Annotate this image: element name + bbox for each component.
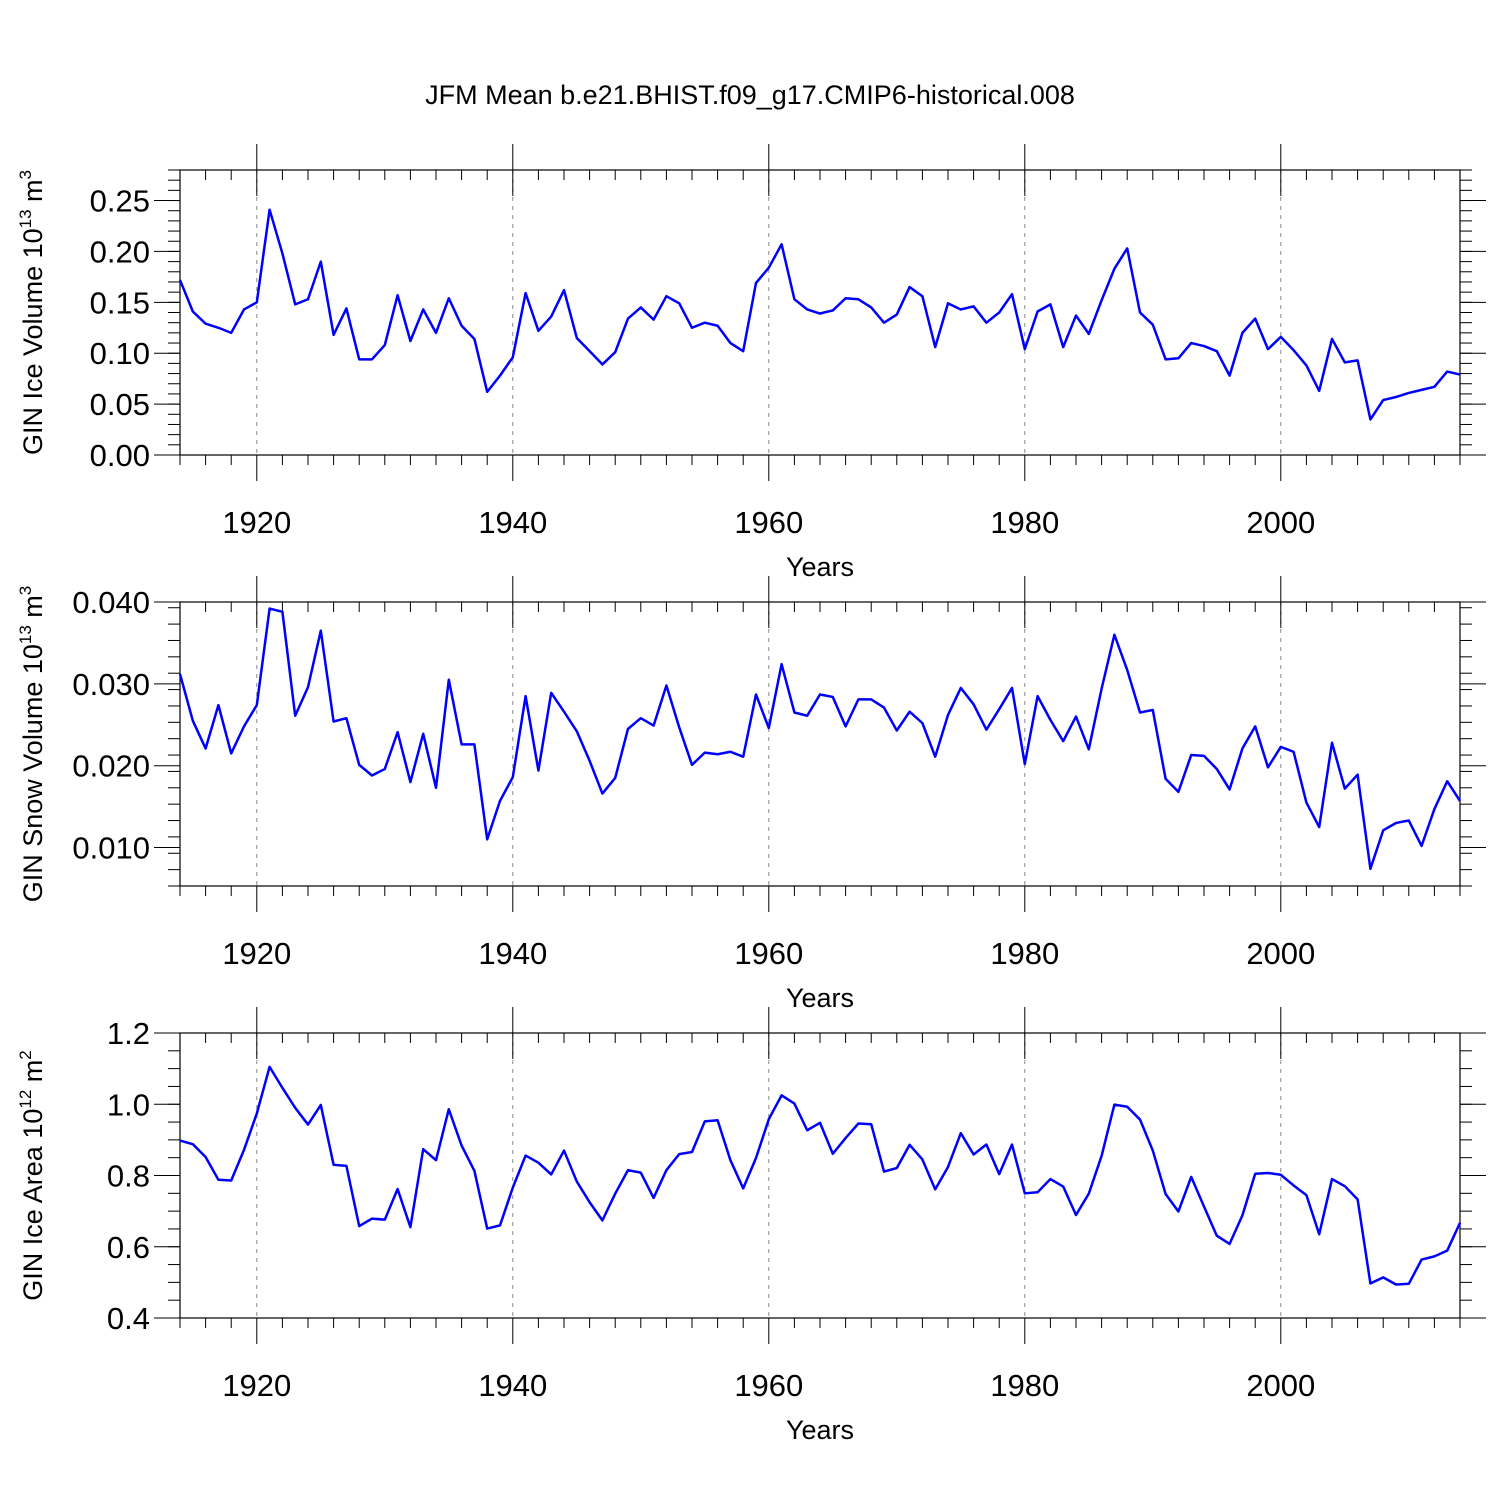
snow-volume-y-axis-title-prefix: GIN Snow Volume 10 [18, 644, 48, 902]
ice-volume-y-tick-label: 0.10 [90, 336, 150, 371]
ice-volume-x-tick-label: 1980 [990, 505, 1059, 540]
ice-volume-plot-frame [179, 169, 1461, 456]
snow-volume-y-tick-label: 0.040 [72, 585, 150, 620]
ice-area-panel: 1920 1940 1960 1980 2000 0.4 0.6 0.8 1.0 1.2 Years… [16, 1007, 1486, 1445]
figure-title: JFM Mean b.e21.BHIST.f09_g17.CMIP6-histo… [425, 80, 1075, 110]
ice-volume-series-line [178, 208, 1461, 421]
ice-area-x-tick-label: 1940 [478, 1368, 547, 1403]
ice-volume-x-tick-label: 2000 [1246, 505, 1315, 540]
snow-volume-x-tick-label: 1960 [734, 936, 803, 971]
ice-area-x-tick-label: 1920 [222, 1368, 291, 1403]
ice-volume-y-tick-label: 0.05 [90, 387, 150, 422]
ice-area-y-axis-title-sup2: 2 [16, 1050, 35, 1059]
ice-volume-x-tick-label: 1940 [478, 505, 547, 540]
ice-volume-y-tick-label: 0.25 [90, 184, 150, 219]
ice-area-y-axis-title: GIN Ice Area 1012 m2 [16, 1050, 48, 1301]
ice-volume-y-tick-label: 0.20 [90, 234, 150, 269]
snow-volume-x-axis-title: Years [786, 983, 854, 1013]
ice-area-x-tick-label: 1980 [990, 1368, 1059, 1403]
snow-volume-y-tick-label: 0.020 [72, 749, 150, 784]
ice-volume-x-tick-label: 1920 [222, 505, 291, 540]
snow-volume-panel: 1920 1940 1960 1980 2000 0.010 0.020 0.030 0.040… [16, 576, 1486, 1013]
ice-area-y-tick-label: 0.6 [107, 1230, 150, 1265]
ice-area-plot-frame [179, 1032, 1461, 1319]
ice-area-y-axis-title-mid: m [18, 1060, 48, 1090]
ice-area-y-tick-label: 1.0 [107, 1087, 150, 1122]
ice-area-x-tick-label: 2000 [1246, 1368, 1315, 1403]
snow-volume-y-tick-label: 0.010 [72, 831, 150, 866]
snow-volume-series-line [178, 607, 1462, 871]
ice-volume-y-axis-title-sup2: 3 [16, 170, 35, 179]
ice-volume-y-tick-label: 0.15 [90, 285, 150, 320]
ice-volume-x-tick-label: 1960 [734, 505, 803, 540]
ice-area-y-tick-label: 1.2 [107, 1016, 150, 1051]
ice-volume-y-tick-label: 0.00 [90, 438, 150, 473]
snow-volume-x-tick-label: 1920 [222, 936, 291, 971]
snow-volume-y-tick-label: 0.030 [72, 667, 150, 702]
ice-volume-y-axis-title-prefix: GIN Ice Volume 10 [18, 228, 48, 455]
snow-volume-x-tick-label: 2000 [1246, 936, 1315, 971]
snow-volume-y-axis-title: GIN Snow Volume 1013 m3 [16, 586, 48, 903]
ice-area-x-tick-label: 1960 [734, 1368, 803, 1403]
ice-volume-x-axis-title: Years [786, 552, 854, 582]
snow-volume-x-tick-label: 1980 [990, 936, 1059, 971]
ice-area-y-tick-label: 0.8 [107, 1159, 150, 1194]
snow-volume-y-axis-title-sup2: 3 [16, 586, 35, 595]
ice-volume-y-axis-title: GIN Ice Volume 1013 m3 [16, 170, 48, 455]
snow-volume-plot-frame [179, 601, 1461, 887]
ice-area-y-axis-title-prefix: GIN Ice Area 10 [18, 1109, 48, 1301]
ice-area-series-line [179, 1065, 1462, 1286]
snow-volume-y-axis-title-sup1: 13 [16, 625, 35, 644]
ice-area-x-axis-title: Years [786, 1415, 854, 1445]
ice-area-y-tick-label: 0.4 [107, 1301, 150, 1336]
snow-volume-x-tick-label: 1940 [478, 936, 547, 971]
snow-volume-y-axis-title-mid: m [18, 595, 48, 625]
ice-area-y-axis-title-sup1: 12 [16, 1090, 35, 1109]
ice-volume-y-axis-title-mid: m [18, 179, 48, 209]
ice-volume-panel: 1920 1940 1960 1980 2000 0.00 0.05 0.10 0.15 0.20… [16, 144, 1486, 582]
ice-volume-y-axis-title-sup1: 13 [16, 209, 35, 228]
